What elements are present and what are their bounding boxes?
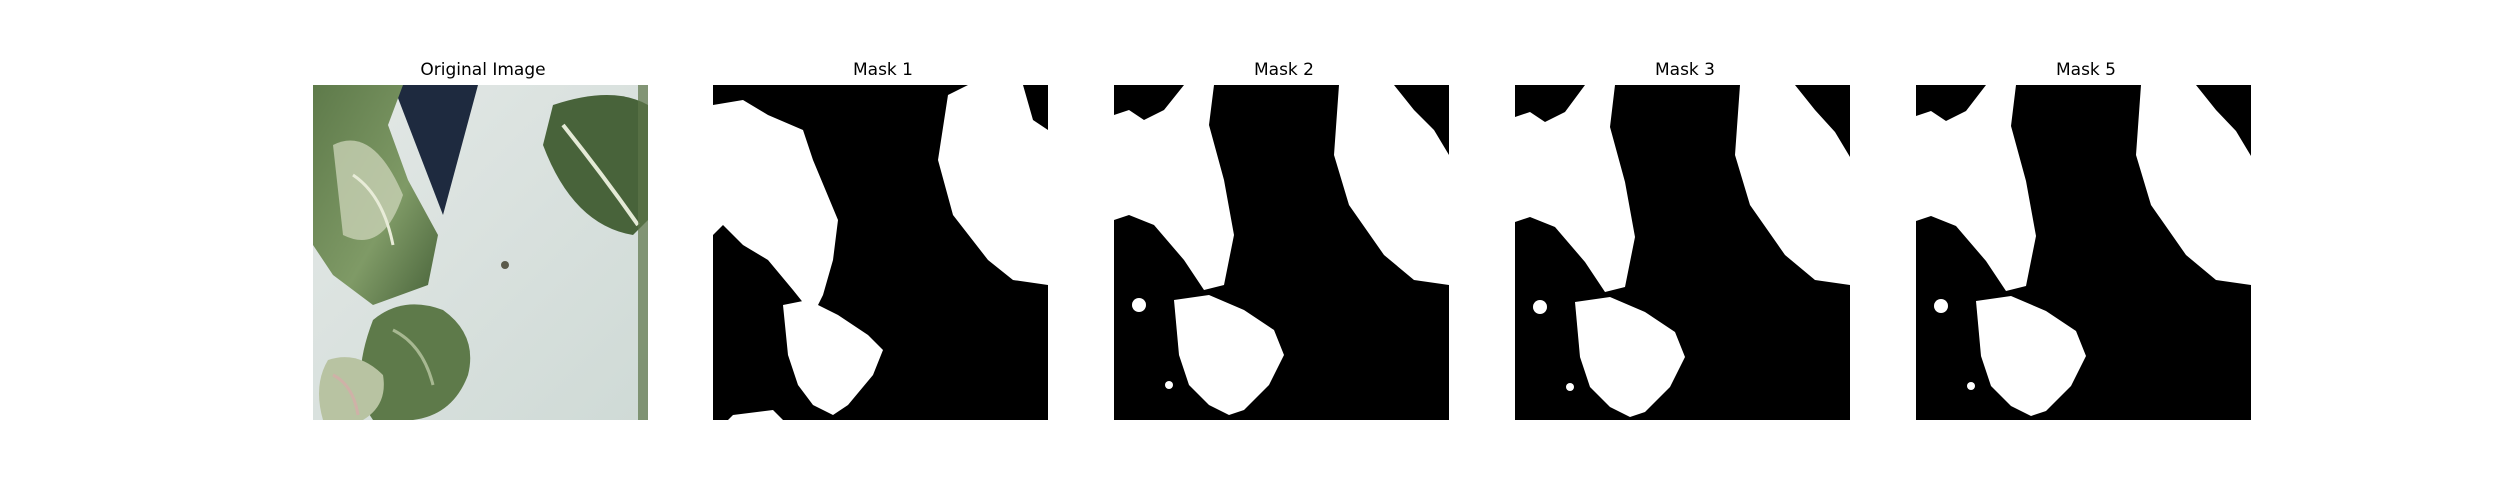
panel-title-mask-1: Mask 1 <box>852 60 913 80</box>
panel-title-mask-5: Mask 5 <box>2055 60 2116 80</box>
panel-title-original: Original Image <box>420 60 546 80</box>
mask-3-image <box>1515 85 1850 420</box>
mask-1-image <box>713 85 1048 420</box>
mask-5-image <box>1916 85 2251 420</box>
original-photo <box>313 85 648 420</box>
mask-2-image <box>1114 85 1449 420</box>
panel-title-mask-3: Mask 3 <box>1654 60 1715 80</box>
panel-title-mask-2: Mask 2 <box>1253 60 1314 80</box>
